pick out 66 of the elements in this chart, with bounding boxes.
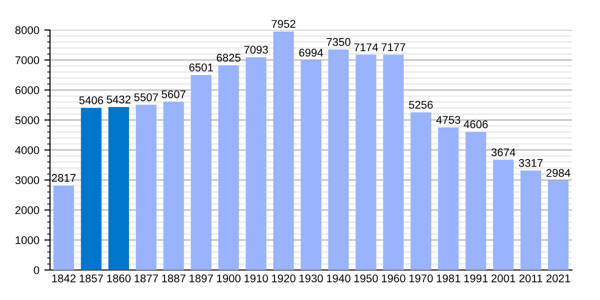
x-tick-label: 1930 [299,274,323,282]
bar [328,50,349,270]
y-tick-label: 4000 [15,146,40,154]
x-tick-label: 1910 [244,274,268,282]
bar [136,104,156,270]
bar [246,57,266,270]
x-tick-label: 1897 [190,274,213,282]
x-tick-label: 1981 [436,274,460,282]
data-label: 4606 [464,120,488,128]
data-label: 7093 [244,46,268,54]
data-label: 7177 [382,43,406,51]
data-label: 6994 [299,48,324,57]
data-label: 3674 [491,148,516,156]
data-label: 7174 [354,43,378,52]
bar [163,102,184,270]
bar [438,127,459,270]
data-label: 5256 [408,100,433,109]
x-tick-label: 2001 [492,274,516,282]
bar [300,60,322,270]
bar [383,54,404,270]
y-tick-label: 5000 [15,116,40,124]
bar [273,31,294,270]
data-label: 2984 [546,169,570,177]
x-tick-label: 1860 [107,274,131,282]
y-tick-label: 7000 [15,56,40,64]
x-tick-label: 1877 [134,274,158,282]
x-tick-label: 2011 [519,274,542,282]
x-tick-label: 1920 [272,274,296,282]
bar [190,74,212,270]
x-tick-label: 1842 [52,274,76,282]
x-tick-label: 2021 [546,274,570,282]
data-label: 4753 [436,116,460,124]
bar [410,112,432,270]
data-label: 3317 [518,159,543,167]
bar [53,185,74,270]
data-label: 6501 [189,64,213,72]
y-tick-label: 2000 [15,206,40,214]
x-tick-label: 1900 [217,274,241,282]
bar [548,180,569,270]
data-label: 2817 [52,174,76,182]
y-tick-label: 8000 [15,26,40,34]
x-tick-label: 1970 [409,274,433,282]
bar [493,160,514,270]
bar [80,108,102,270]
y-tick-label: 0 [34,266,40,274]
bar [466,132,486,270]
y-tick-label: 1000 [16,236,40,244]
x-tick-label: 1857 [80,274,104,282]
data-label: 5432 [106,96,130,104]
x-tick-label: 1950 [354,274,378,282]
data-label: 5607 [162,90,186,98]
bar [108,107,129,270]
data-label: 5507 [134,93,158,102]
bar [356,54,376,270]
x-tick-label: 1940 [326,274,350,282]
x-tick-label: 1887 [162,274,186,282]
x-tick-label: 1991 [464,274,488,282]
data-label: 7350 [326,38,350,46]
x-tick-label: 1960 [382,274,406,282]
y-tick-label: 3000 [15,176,40,184]
bar [520,170,542,270]
bar [218,65,239,270]
data-label: 5406 [79,96,104,104]
y-tick-label: 6000 [15,86,40,94]
data-label: 6825 [216,54,240,62]
data-label: 7952 [272,20,296,28]
